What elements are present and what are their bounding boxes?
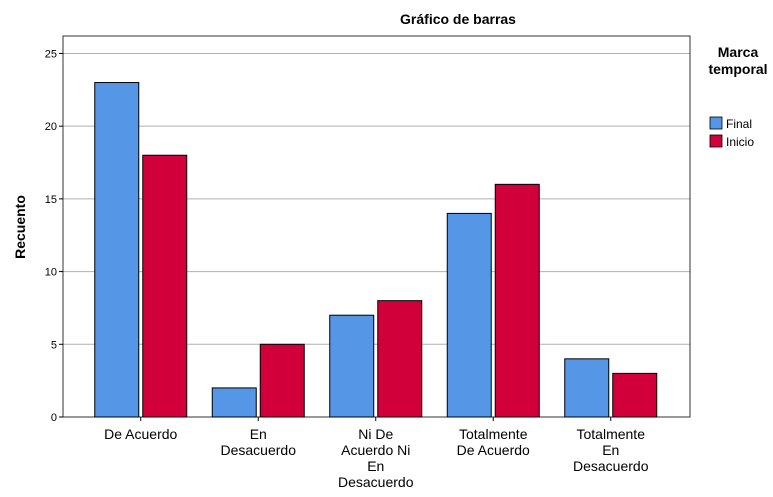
x-tick-label: Totalmente De Acuerdo xyxy=(457,426,530,458)
bar xyxy=(259,343,305,418)
bar xyxy=(612,372,658,418)
bar xyxy=(142,154,188,418)
y-tick-label: 5 xyxy=(51,339,57,351)
y-tick-label: 25 xyxy=(45,48,57,60)
bar xyxy=(564,358,610,418)
plot-frame xyxy=(62,35,691,418)
y-tick-label: 10 xyxy=(45,267,57,279)
x-tick-label: Ni De Acuerdo Ni En Desacuerdo xyxy=(338,426,414,490)
bar xyxy=(329,314,375,418)
legend-label: Final xyxy=(726,117,752,131)
legend-swatch xyxy=(709,116,723,130)
bar xyxy=(94,82,140,418)
bar xyxy=(377,300,423,418)
bar xyxy=(446,212,492,418)
chart-title: Gráfico de barras xyxy=(400,11,516,27)
x-tick-label: Totalmente En Desacuerdo xyxy=(573,426,649,474)
legend-title: Marca temporal xyxy=(708,44,767,77)
bar xyxy=(211,387,257,418)
bar xyxy=(494,183,540,418)
x-tick-label: En Desacuerdo xyxy=(221,426,297,458)
y-tick-label: 0 xyxy=(51,412,57,424)
y-tick-label: 15 xyxy=(45,194,57,206)
legend-label: Inicio xyxy=(726,135,754,149)
y-tick-label: 20 xyxy=(45,121,57,133)
x-tick-label: De Acuerdo xyxy=(104,426,177,442)
legend-swatch xyxy=(709,134,723,148)
y-axis-label: Recuento xyxy=(12,195,28,259)
